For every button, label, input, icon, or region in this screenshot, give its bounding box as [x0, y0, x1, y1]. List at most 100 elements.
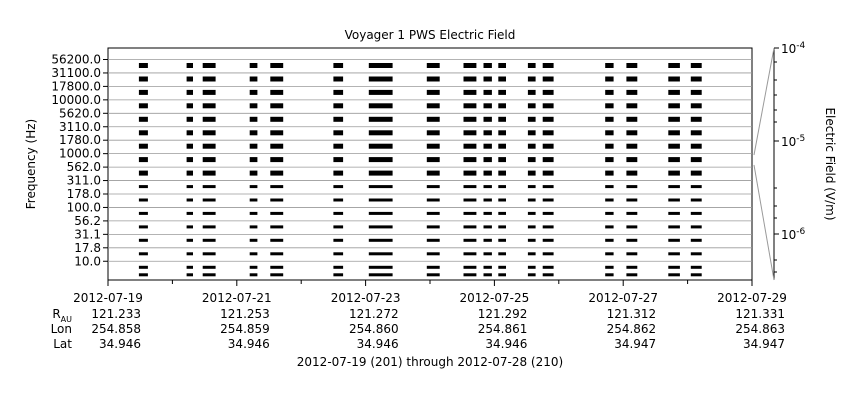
observation-mark — [527, 116, 536, 122]
observation-mark — [483, 143, 492, 149]
observation-blocks — [138, 63, 702, 277]
observation-mark — [249, 225, 258, 229]
observation-mark — [463, 157, 477, 163]
observation-mark — [668, 89, 680, 95]
observation-mark — [542, 252, 554, 256]
y-tick-label: 3110.0 — [59, 120, 101, 134]
observation-mark — [605, 76, 614, 82]
observation-mark — [498, 198, 506, 202]
observation-mark — [542, 238, 554, 242]
observation-mark — [202, 157, 216, 163]
observation-mark — [368, 273, 393, 277]
colorbar-tick-label: 10-6 — [781, 227, 806, 242]
observation-mark — [483, 252, 492, 256]
observation-mark — [483, 63, 492, 68]
observation-mark — [249, 130, 258, 136]
observation-mark — [668, 225, 680, 229]
observation-mark — [426, 238, 440, 242]
observation-mark — [542, 211, 554, 215]
y-tick-label: 562.0 — [67, 160, 101, 174]
observation-mark — [426, 116, 440, 122]
observation-mark — [426, 143, 440, 149]
observation-mark — [542, 76, 554, 82]
y-tick-label: 5620.0 — [59, 106, 101, 120]
observation-mark — [542, 143, 554, 149]
observation-mark — [202, 198, 216, 202]
y-tick-label: 1000.0 — [59, 147, 101, 161]
observation-mark — [138, 63, 148, 68]
observation-mark — [542, 116, 554, 122]
observation-mark — [690, 143, 702, 149]
observation-mark — [270, 63, 284, 68]
observation-mark — [368, 265, 393, 269]
observation-mark — [463, 198, 477, 202]
observation-mark — [138, 76, 148, 82]
ephemeris-table: RAU 121.233 121.253 121.272 121.292 121.312 12… — [51, 307, 785, 351]
observation-mark — [668, 157, 680, 163]
observation-mark — [426, 225, 440, 229]
observation-mark — [690, 130, 702, 136]
ephemeris-value: 121.272 — [349, 307, 399, 321]
observation-mark — [202, 252, 216, 256]
observation-mark — [542, 265, 554, 269]
observation-mark — [605, 170, 614, 176]
observation-mark — [270, 89, 284, 95]
observation-mark — [605, 157, 614, 163]
observation-mark — [368, 198, 393, 202]
observation-mark — [605, 143, 614, 149]
observation-mark — [426, 89, 440, 95]
observation-mark — [463, 170, 477, 176]
observation-mark — [498, 265, 506, 269]
observation-mark — [463, 252, 477, 256]
observation-mark — [186, 103, 193, 109]
observation-mark — [138, 252, 148, 256]
observation-mark — [202, 116, 216, 122]
observation-mark — [527, 76, 536, 82]
observation-mark — [138, 103, 148, 109]
observation-mark — [483, 89, 492, 95]
observation-mark — [626, 76, 638, 82]
observation-mark — [542, 89, 554, 95]
y-tick-label: 178.0 — [67, 187, 101, 201]
observation-mark — [498, 130, 506, 136]
observation-mark — [202, 185, 216, 189]
observation-mark — [270, 157, 284, 163]
observation-mark — [186, 225, 193, 229]
observation-mark — [368, 116, 393, 122]
observation-mark — [542, 103, 554, 109]
observation-mark — [668, 238, 680, 242]
observation-mark — [333, 157, 344, 163]
observation-mark — [483, 198, 492, 202]
observation-mark — [527, 89, 536, 95]
observation-mark — [626, 252, 638, 256]
observation-mark — [249, 116, 258, 122]
observation-mark — [690, 198, 702, 202]
observation-mark — [498, 211, 506, 215]
observation-mark — [202, 170, 216, 176]
ephemeris-value: 254.863 — [735, 322, 785, 336]
observation-mark — [527, 198, 536, 202]
observation-mark — [202, 130, 216, 136]
observation-mark — [333, 198, 344, 202]
observation-mark — [542, 63, 554, 68]
observation-mark — [138, 185, 148, 189]
observation-mark — [626, 89, 638, 95]
observation-mark — [626, 265, 638, 269]
observation-mark — [138, 130, 148, 136]
observation-mark — [426, 265, 440, 269]
observation-mark — [368, 103, 393, 109]
observation-mark — [668, 143, 680, 149]
observation-mark — [368, 130, 393, 136]
observation-mark — [527, 185, 536, 189]
observation-mark — [202, 63, 216, 68]
observation-mark — [249, 198, 258, 202]
observation-mark — [668, 185, 680, 189]
observation-mark — [498, 103, 506, 109]
observation-mark — [668, 76, 680, 82]
observation-mark — [483, 265, 492, 269]
observation-mark — [527, 170, 536, 176]
observation-mark — [668, 211, 680, 215]
observation-mark — [605, 89, 614, 95]
observation-mark — [270, 265, 284, 269]
observation-mark — [186, 185, 193, 189]
